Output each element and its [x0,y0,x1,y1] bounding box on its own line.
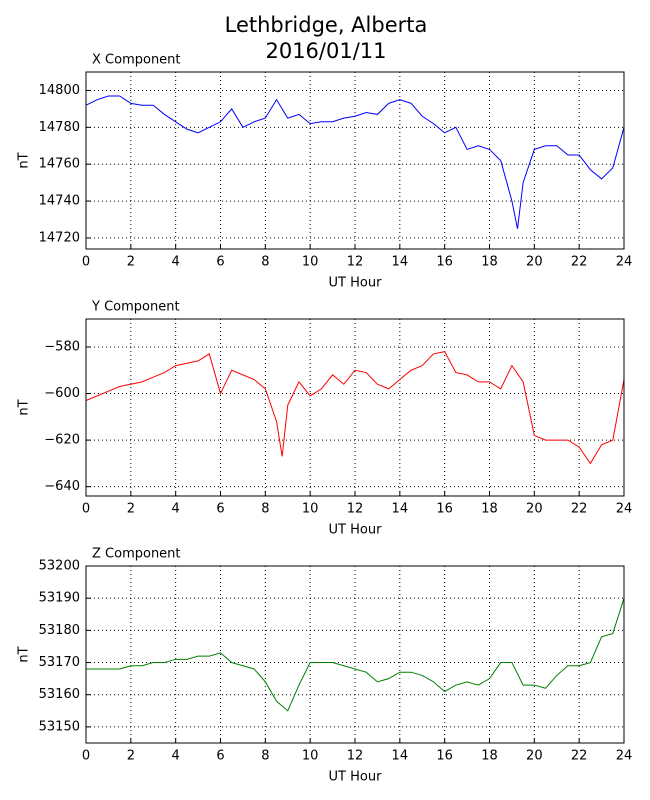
data-line [85,351,625,465]
x-tick-label: 6 [216,749,224,764]
x-tick-label: 4 [172,502,180,517]
x-tick-label: 20 [526,749,543,764]
x-tick-label: 2 [127,749,135,764]
plot-frame [85,565,625,744]
y-tick-label: 53190 [39,591,80,606]
y-tick-label: −580 [44,339,80,354]
data-line [85,95,625,229]
subplot-title: Y Component [91,300,180,315]
y-axis-label: nT [17,152,32,168]
x-tick-label: 0 [82,749,90,764]
x-tick-label: 22 [571,749,588,764]
x-tick-label: 8 [261,255,269,270]
y-tick-label: −640 [44,479,80,494]
subplot-title: Z Component [92,547,181,562]
x-tick-label: 18 [481,502,498,517]
x-axis-label: UT Hour [329,523,383,538]
x-tick-label: 24 [616,502,633,517]
y-tick-label: 14800 [39,83,80,98]
x-tick-label: 12 [347,749,364,764]
x-tick-label: 14 [392,502,409,517]
y-tick-label: 14780 [39,120,80,135]
data-line [86,598,625,712]
figure-subtitle: 2016/01/11 [265,39,386,63]
x-tick-label: 12 [347,502,364,517]
plot-frame [85,71,625,250]
x-axis-label: UT Hour [329,276,383,291]
x-tick-label: 16 [436,749,453,764]
x-tick-label: 18 [481,749,498,764]
x-tick-label: 2 [127,502,135,517]
x-tick-label: 16 [436,502,453,517]
x-tick-label: 4 [172,255,180,270]
figure-title: Lethbridge, Alberta [225,13,428,37]
y-tick-label: 53150 [39,719,80,734]
x-tick-label: 20 [526,502,543,517]
y-axis-label: nT [17,399,32,415]
x-tick-label: 24 [616,749,633,764]
x-tick-label: 0 [82,502,90,517]
x-tick-label: 18 [481,255,498,270]
plot-frame [85,318,625,497]
x-tick-label: 10 [302,502,319,517]
y-tick-label: 14740 [39,194,80,209]
x-tick-label: 20 [526,255,543,270]
y-tick-label: −620 [44,433,80,448]
x-tick-label: 4 [172,749,180,764]
x-tick-label: 14 [392,749,409,764]
x-tick-label: 6 [216,255,224,270]
subplot-title: X Component [92,53,181,68]
x-tick-label: 2 [127,255,135,270]
y-tick-label: 53200 [39,559,80,574]
y-tick-label: −600 [44,386,80,401]
x-tick-label: 0 [82,255,90,270]
x-tick-label: 16 [436,255,453,270]
x-tick-label: 6 [216,502,224,517]
y-tick-label: 53160 [39,687,80,702]
x-axis-label: UT Hour [329,770,383,785]
x-tick-label: 8 [261,749,269,764]
x-tick-label: 22 [571,255,588,270]
x-tick-label: 24 [616,255,633,270]
y-tick-label: 53170 [39,655,80,670]
y-tick-label: 14720 [39,230,80,245]
y-axis-label: nT [17,646,32,662]
x-tick-label: 14 [392,255,409,270]
x-tick-label: 8 [261,502,269,517]
x-tick-label: 22 [571,502,588,517]
x-tick-label: 10 [302,255,319,270]
y-tick-label: 53180 [39,623,80,638]
x-tick-label: 10 [302,749,319,764]
x-tick-label: 12 [347,255,364,270]
y-tick-label: 14760 [39,157,80,172]
